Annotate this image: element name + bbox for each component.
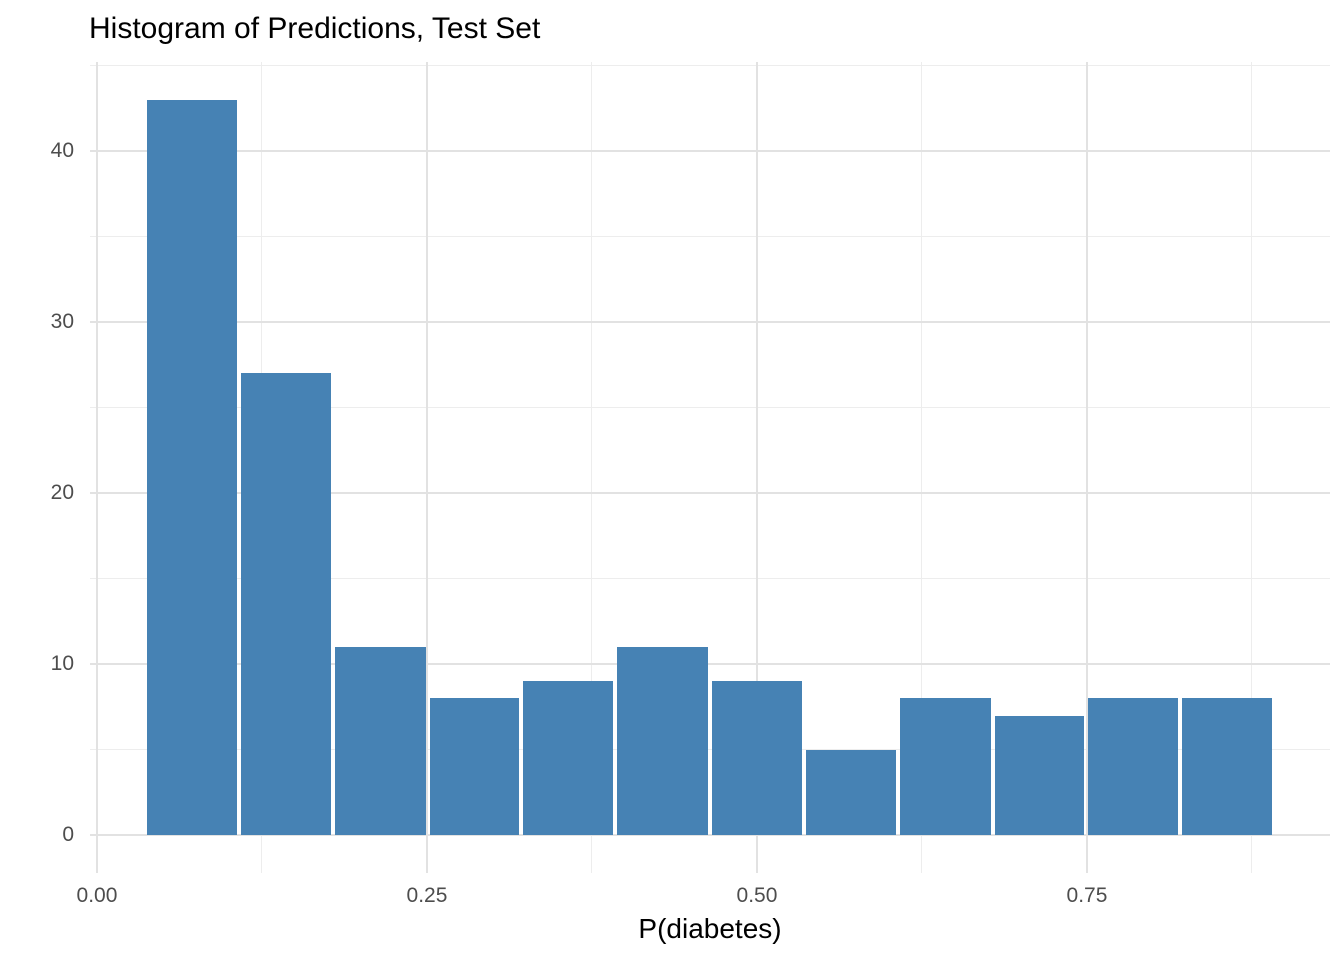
histogram-bar bbox=[1182, 698, 1272, 836]
x-tick-label: 0.25 bbox=[406, 884, 448, 907]
histogram-bar bbox=[1088, 698, 1179, 836]
histogram-bar bbox=[899, 698, 991, 836]
y-tick-label: 20 bbox=[50, 481, 74, 505]
grid-major-y bbox=[90, 663, 1330, 666]
grid-major-y bbox=[90, 834, 1330, 837]
histogram-bar bbox=[805, 749, 896, 836]
histogram-bar bbox=[617, 647, 709, 836]
histogram-bar bbox=[712, 681, 802, 836]
x-tick-label: 0.00 bbox=[76, 884, 118, 907]
grid-minor-x bbox=[1251, 62, 1253, 873]
histogram-bar bbox=[429, 698, 520, 836]
y-tick-label: 0 bbox=[62, 823, 74, 847]
grid-minor-y bbox=[90, 749, 1330, 751]
histogram-bar bbox=[334, 647, 426, 836]
grid-minor-y bbox=[90, 236, 1330, 238]
grid-minor-y bbox=[90, 64, 1330, 66]
grid-major-x bbox=[1085, 62, 1088, 873]
histogram-bar bbox=[240, 373, 331, 836]
histogram-bar bbox=[994, 715, 1085, 836]
grid-minor-y bbox=[90, 407, 1330, 409]
y-tick-label: 30 bbox=[50, 310, 74, 334]
y-tick-label: 10 bbox=[50, 652, 74, 676]
chart-title: Histogram of Predictions, Test Set bbox=[89, 12, 541, 45]
x-tick-label: 0.50 bbox=[736, 884, 778, 907]
x-axis-title: P(diabetes) bbox=[638, 913, 782, 944]
grid-major-x bbox=[425, 62, 428, 873]
grid-minor-x bbox=[591, 62, 593, 873]
grid-major-y bbox=[90, 321, 1330, 324]
grid-minor-x bbox=[921, 62, 923, 873]
grid-major-y bbox=[90, 492, 1330, 495]
grid-major-y bbox=[90, 149, 1330, 152]
histogram-bar bbox=[523, 681, 614, 836]
y-tick-label: 40 bbox=[50, 138, 74, 162]
grid-major-x bbox=[95, 62, 98, 873]
histogram-bar bbox=[147, 99, 237, 836]
grid-minor-y bbox=[90, 578, 1330, 580]
x-tick-label: 0.75 bbox=[1066, 884, 1108, 907]
grid-major-x bbox=[755, 62, 758, 873]
